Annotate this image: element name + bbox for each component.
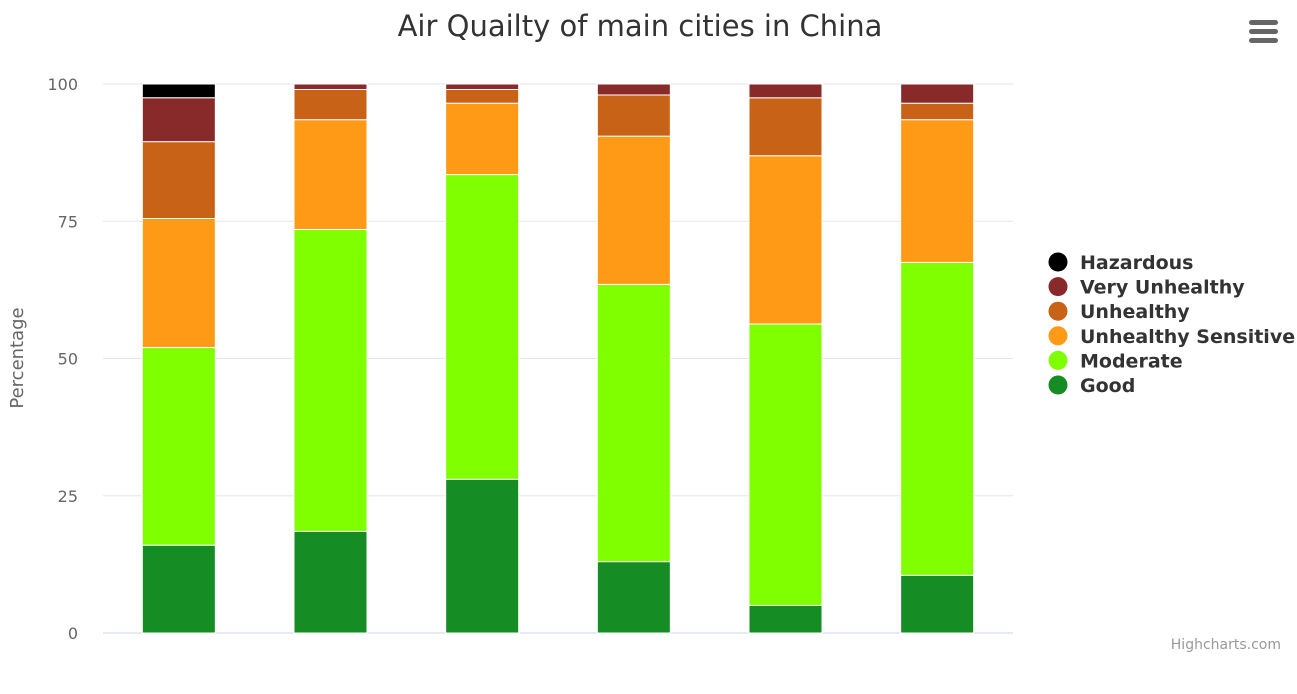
legend-marker xyxy=(1048,301,1068,321)
bar-segment[interactable] xyxy=(141,218,216,349)
credits-link[interactable]: Highcharts.com xyxy=(1171,637,1281,653)
legend-marker xyxy=(1048,350,1068,370)
bar-segment[interactable] xyxy=(141,83,216,99)
legend-label: Unhealthy Sensitive xyxy=(1080,326,1295,348)
y-tick-label: 0 xyxy=(68,624,78,643)
legend-item[interactable]: Moderate xyxy=(1048,350,1183,372)
bar-segment[interactable] xyxy=(445,174,520,480)
grid xyxy=(103,83,1013,634)
bar-segment[interactable] xyxy=(141,347,216,546)
bar-segment[interactable] xyxy=(293,530,368,634)
legend-label: Very Unhealthy xyxy=(1080,277,1245,299)
y-axis-label: Percentage xyxy=(7,307,28,408)
bar-segment[interactable] xyxy=(293,228,368,532)
bar-segment[interactable] xyxy=(900,119,975,263)
legend-item[interactable]: Good xyxy=(1048,375,1136,397)
y-axis-ticks: 0 25 50 75 100 xyxy=(47,75,78,643)
bar-segment[interactable] xyxy=(141,141,216,220)
legend-label: Moderate xyxy=(1080,350,1183,372)
y-tick-label: 75 xyxy=(58,212,78,231)
bar-segment[interactable] xyxy=(596,135,671,285)
bar-segment[interactable] xyxy=(596,94,671,137)
y-tick-label: 25 xyxy=(58,487,78,506)
legend-marker xyxy=(1048,375,1068,395)
bar-segment[interactable] xyxy=(900,574,975,634)
bar-segment[interactable] xyxy=(445,102,520,176)
legend-label: Unhealthy xyxy=(1080,301,1190,323)
bar-segment[interactable] xyxy=(293,119,368,230)
legend-item[interactable]: Very Unhealthy xyxy=(1048,277,1246,299)
bar-segment[interactable] xyxy=(900,83,975,104)
bars xyxy=(141,83,975,634)
bar-segment[interactable] xyxy=(596,83,671,96)
bar-segment[interactable] xyxy=(445,83,520,90)
legend-marker xyxy=(1048,252,1068,272)
menu-line xyxy=(1248,20,1278,25)
legend-marker xyxy=(1048,277,1068,297)
bar-segment[interactable] xyxy=(596,561,671,634)
legend-marker xyxy=(1048,326,1068,346)
bar-segment[interactable] xyxy=(748,155,823,325)
legend-item[interactable]: Unhealthy xyxy=(1048,301,1191,323)
bar-segment[interactable] xyxy=(293,83,368,90)
menu-line xyxy=(1248,29,1278,34)
hamburger-menu-icon[interactable] xyxy=(1244,16,1282,50)
bar-segment[interactable] xyxy=(141,544,216,634)
menu-line xyxy=(1248,38,1278,43)
bar-segment[interactable] xyxy=(900,102,975,121)
bar-segment[interactable] xyxy=(748,604,823,634)
legend-label: Good xyxy=(1080,375,1135,397)
bar-segment[interactable] xyxy=(596,283,671,563)
legend-label: Hazardous xyxy=(1080,252,1193,274)
chart-title: Air Quailty of main cities in China xyxy=(398,9,883,43)
y-tick-label: 100 xyxy=(47,75,78,94)
bar-segment[interactable] xyxy=(141,97,216,143)
bar-segment[interactable] xyxy=(748,97,823,157)
bar-segment[interactable] xyxy=(293,88,368,121)
bar-segment[interactable] xyxy=(445,88,520,104)
bar-segment[interactable] xyxy=(748,323,823,606)
y-tick-label: 50 xyxy=(58,350,78,369)
bar-segment[interactable] xyxy=(445,478,520,634)
bar-segment[interactable] xyxy=(900,261,975,576)
legend-item[interactable]: Hazardous xyxy=(1048,252,1194,274)
legend-item[interactable]: Unhealthy Sensitive xyxy=(1048,326,1296,348)
bar-segment[interactable] xyxy=(748,83,823,99)
